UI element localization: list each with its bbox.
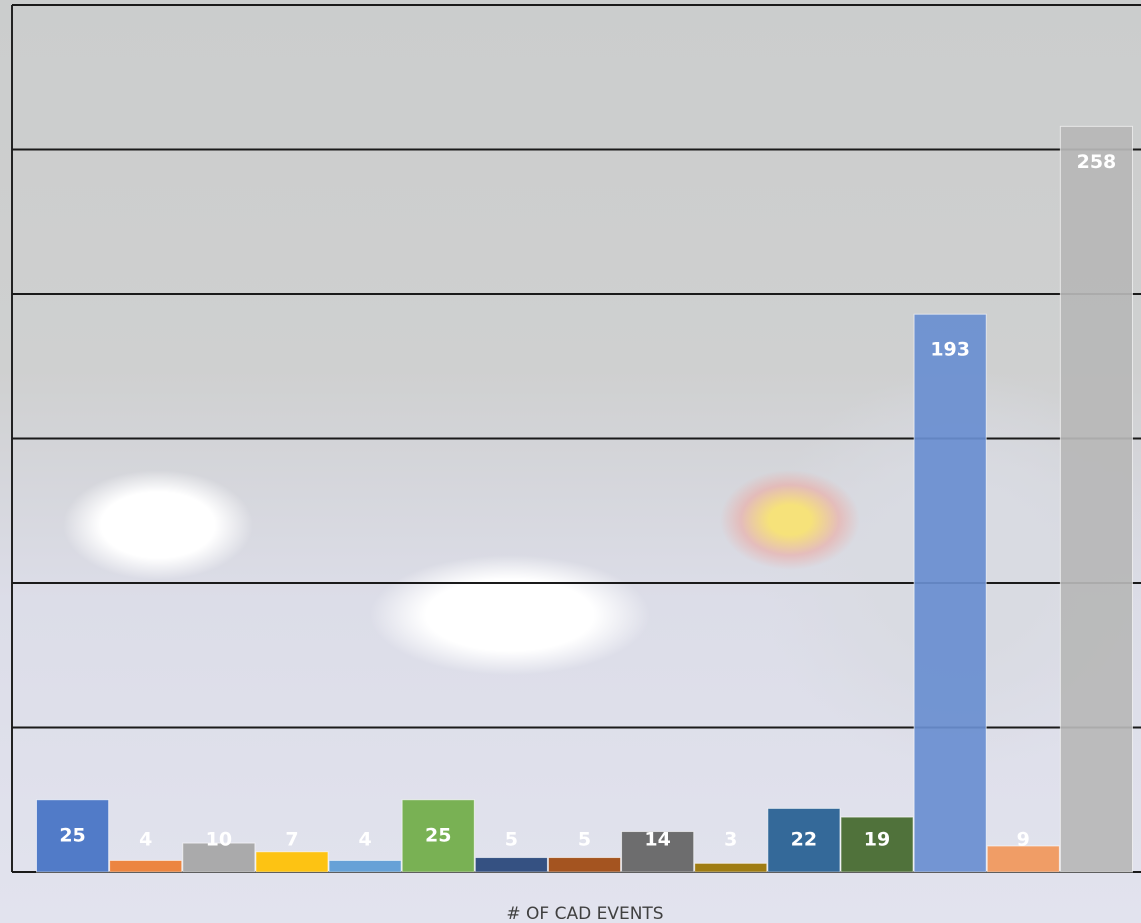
data-label: 19: [864, 829, 890, 851]
data-label: 10: [206, 829, 232, 851]
bar: [621, 831, 695, 873]
bar: [1059, 125, 1134, 873]
data-label: 14: [644, 829, 670, 851]
data-label: 5: [505, 829, 518, 851]
bar: [767, 807, 841, 873]
data-label: 22: [791, 829, 817, 851]
data-label: 4: [358, 829, 371, 851]
data-label: 258: [1077, 151, 1117, 173]
bar: [913, 313, 987, 873]
data-label: 7: [285, 829, 298, 851]
bar: [474, 857, 548, 873]
bar: [109, 859, 183, 873]
data-label: 5: [578, 829, 591, 851]
bar: [840, 816, 914, 873]
data-label: 193: [930, 339, 970, 361]
data-label: 3: [724, 829, 737, 851]
bar: [328, 859, 402, 873]
bar: [694, 862, 768, 873]
x-axis-label: # OF CAD EVENTS: [506, 904, 663, 923]
data-label: 4: [139, 829, 152, 851]
data-label: 25: [59, 824, 85, 846]
bar: [36, 799, 110, 873]
bar: [255, 851, 329, 873]
bar: [986, 845, 1060, 873]
bar: [182, 842, 256, 873]
data-label: 25: [425, 824, 451, 846]
bar: [401, 799, 475, 873]
bar: [547, 857, 622, 873]
data-label: 9: [1017, 829, 1030, 851]
